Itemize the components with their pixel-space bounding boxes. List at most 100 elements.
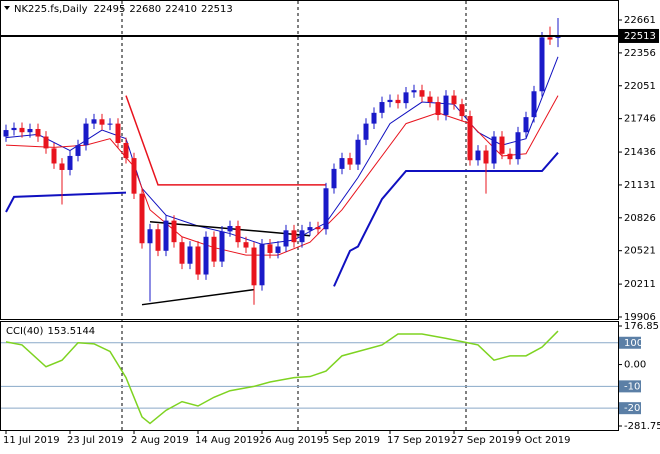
x-tick-label: 26 Aug 2019 [259,435,323,446]
high: 22680 [129,4,161,15]
indicator-header: CCI(40) 153.5144 [6,326,95,337]
y2-tick-label: -100 [624,381,647,392]
candle-body [171,220,177,243]
candle-body [339,158,345,169]
level-label-bg [619,336,641,349]
header: NK225.fs,Daily 22495 22680 22410 22513 [14,4,233,15]
candle-body [107,123,113,125]
x-tick-label: 27 Sep 2019 [451,435,514,446]
level-label-bg [619,380,641,393]
candle-body [275,246,281,253]
y-tick-label: 20211 [624,279,656,290]
y2-tick-label: 0.00 [624,360,646,371]
indicator-frame [0,321,619,431]
candle-body [43,136,49,149]
open: 22495 [94,4,126,15]
overlay-line [125,95,326,186]
overlay-line [333,152,559,287]
candle-body [427,96,433,103]
candle-body [235,226,241,243]
candle-body [363,123,369,140]
main-frame [0,0,619,320]
close: 22513 [201,4,233,15]
candle-body [475,150,481,161]
candle-body [299,230,305,243]
y2-tick-label: 176.8515 [624,321,660,332]
candle-body [395,99,401,104]
price-label: 22513 [624,31,656,42]
candle-body [411,90,417,93]
candle-body [283,230,289,247]
candle-body [115,123,121,144]
candle-body [35,128,41,137]
candle-body [227,226,233,232]
candle-body [291,230,297,243]
candle-body [243,242,249,248]
candle-body [27,128,33,133]
candle-body [131,158,137,194]
candle-body [523,117,529,133]
y-tick-label: 21746 [624,114,656,125]
candle-body [459,104,465,117]
x-tick-label: 14 Aug 2019 [195,435,259,446]
candle-body [419,90,425,97]
candle-body [507,153,513,160]
low: 22410 [165,4,197,15]
x-tick-label: 23 Jul 2019 [67,435,124,446]
candle-body [179,242,185,264]
x-tick-label: 11 Jul 2019 [3,435,60,446]
y-tick-label: 20521 [624,246,656,257]
indicator-value: 153.5144 [47,326,95,337]
candle-body [147,229,153,244]
candle-body [547,37,553,40]
price-label-bg [619,28,659,43]
candle-body [51,148,57,164]
candle-body [323,188,329,230]
candle-body [67,155,73,170]
candle-body [451,95,457,105]
candle-body [355,139,361,165]
cci-line [5,330,559,425]
indicator-title: CCI(40) [6,326,44,337]
candle-body [219,231,225,262]
overlay-line [5,191,127,213]
x-tick-label: 17 Sep 2019 [387,435,450,446]
candle-body [123,143,129,159]
candle-body [187,246,193,264]
y-tick-label: 21436 [624,147,656,158]
y-tick-label: 22051 [624,81,656,92]
candle-body [499,136,505,154]
candle-body [11,127,17,131]
candle-body [315,227,321,230]
candle-body [211,236,217,262]
candle-body [435,102,441,115]
x-tick-label: 5 Sep 2019 [323,435,380,446]
candle-body [443,95,449,115]
candle-body [59,163,65,170]
candle-body [75,145,81,156]
candle-body [83,123,89,146]
y-tick-label: 20826 [624,213,656,224]
candle-body [139,193,145,244]
candle-body [3,130,9,137]
candle-body [531,91,537,118]
trendline [141,288,255,306]
candle-body [347,158,353,165]
candle-body [195,246,201,275]
candle-body [251,247,257,286]
candle-body [403,92,409,104]
y2-tick-label: -200 [624,403,647,414]
y-tick-label: 19906 [624,312,656,323]
plot-area [3,17,561,306]
candle-body [307,227,313,231]
candle-body [491,136,497,164]
x-tick-label: 9 Oct 2019 [515,435,570,446]
candle-body [379,102,385,113]
candle-body [91,119,97,124]
candle-body [371,112,377,124]
candle-body [267,244,273,253]
y-tick-label: 21131 [624,180,656,191]
